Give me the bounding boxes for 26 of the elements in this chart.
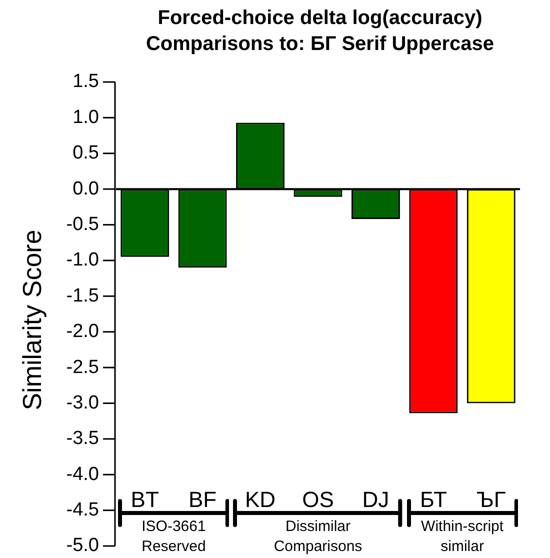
y-tick-label: 1.5 — [72, 71, 99, 92]
annotation: Within-script similar — [421, 518, 504, 555]
y-tick-label: -1.0 — [66, 250, 99, 271]
x-tick-label: OS — [302, 487, 334, 512]
y-tick-label: 0.0 — [72, 178, 99, 200]
x-tick-label: DJ — [362, 487, 390, 512]
y-tick-label: -3.0 — [66, 392, 99, 414]
y-axis-title: Similarity Score — [17, 230, 48, 410]
y-tick-label: -3.5 — [66, 428, 99, 450]
annotation: ISO-3661 Reserved — [142, 518, 206, 555]
y-tick-label: 1.0 — [72, 106, 99, 128]
y-tick-label: -4.0 — [66, 464, 99, 485]
y-tick-label: -0.5 — [66, 214, 99, 236]
x-tick-label: БТ — [420, 487, 447, 512]
x-tick-label: BF — [188, 487, 217, 512]
y-tick-label: -2.0 — [66, 321, 99, 342]
x-tick-label: BT — [130, 487, 159, 512]
chart-title: Forced-choice delta log(accuracy) Comparisons to: БГ Serif Uppercase — [146, 7, 494, 55]
x-tick-label: KD — [245, 487, 276, 512]
y-tick-label: -1.5 — [66, 285, 99, 306]
annotation: Dissimilar Comparisons — [274, 518, 362, 555]
y-tick-label: -4.5 — [66, 500, 99, 521]
y-tick-label: 0.5 — [72, 142, 99, 164]
y-tick-label: -2.5 — [66, 356, 99, 378]
y-tick-label: -5.0 — [66, 535, 99, 556]
x-tick-label: ЪГ — [476, 487, 506, 512]
